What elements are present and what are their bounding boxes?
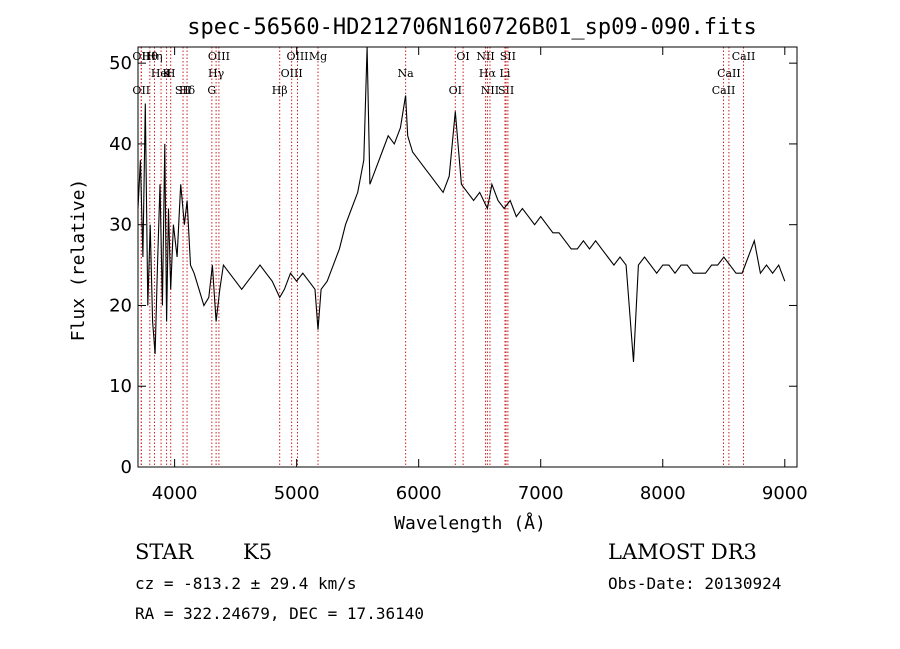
line-label-19: Hα <box>479 67 497 80</box>
emission-lines-layer: HθKHδOIIHeISIIOIIIHγOIIHηHGOIIIOIIIHβMgN… <box>132 47 755 467</box>
x-tick-label-1: 5000 <box>274 483 320 504</box>
line-label-7: Hγ <box>208 67 225 80</box>
x-tick-label-5: 9000 <box>762 483 808 504</box>
line-label-13: OIII <box>281 67 303 80</box>
line-label-23: NII <box>481 84 499 97</box>
radec-text: RA = 322.24679, DEC = 17.36140 <box>135 604 424 623</box>
y-tick-label-0: 0 <box>121 457 132 478</box>
line-label-5: SII <box>175 84 191 97</box>
line-label-6: OIII <box>208 50 230 63</box>
line-label-25: CaII <box>717 67 741 80</box>
survey-name: LAMOST DR3 <box>608 540 757 564</box>
y-tick-label-1: 10 <box>109 376 132 397</box>
line-label-17: OI <box>449 84 462 97</box>
line-label-9: Hη <box>146 50 162 63</box>
x-tick-label-0: 4000 <box>152 483 198 504</box>
x-tick-label-4: 8000 <box>640 483 686 504</box>
line-label-24: SII <box>500 50 516 63</box>
chart-title: spec-56560-HD212706N160726B01_sp09-090.f… <box>187 15 757 40</box>
line-label-18: OI <box>456 50 469 63</box>
spectrum-chart: spec-56560-HD212706N160726B01_sp09-090.f… <box>68 15 808 534</box>
line-label-8: OII <box>132 84 150 97</box>
line-label-10: H <box>166 67 176 80</box>
object-subclass: K5 <box>243 540 273 564</box>
line-label-15: Mg <box>309 50 327 63</box>
x-tick-label-2: 6000 <box>396 483 442 504</box>
line-label-21: NII <box>476 50 494 63</box>
x-tick-label-3: 7000 <box>518 483 564 504</box>
y-tick-label-2: 20 <box>109 295 132 316</box>
line-label-22: Li <box>500 67 511 80</box>
y-axis-ticks: 0 10 20 30 40 50 <box>109 53 797 478</box>
line-label-14: Hβ <box>272 84 288 97</box>
y-tick-label-5: 50 <box>109 53 132 74</box>
y-tick-label-3: 30 <box>109 215 132 236</box>
line-label-11: G <box>207 84 216 97</box>
line-label-0: Hθ <box>142 50 159 63</box>
x-axis-ticks: 4000 5000 6000 7000 8000 9000 <box>152 47 808 504</box>
line-label-3: OII <box>132 50 150 63</box>
plot-frame <box>137 46 798 468</box>
y-axis-label: Flux (relative) <box>68 179 89 342</box>
object-class: STAR <box>135 540 194 564</box>
y-tick-label-4: 40 <box>109 134 132 155</box>
line-label-27: CaII <box>732 50 756 63</box>
line-label-4: HeI <box>151 67 171 80</box>
spectrum-line <box>137 46 786 363</box>
line-label-16: Na <box>398 67 415 80</box>
line-label-1: K <box>162 67 171 80</box>
obs-date-text: Obs-Date: 20130924 <box>608 574 782 593</box>
line-label-26: CaII <box>712 84 736 97</box>
line-label-12: OIII <box>286 50 308 63</box>
line-label-20: SII <box>498 84 514 97</box>
redshift-text: cz = -813.2 ± 29.4 km/s <box>135 574 357 593</box>
x-axis-label: Wavelength (Å) <box>394 512 546 534</box>
